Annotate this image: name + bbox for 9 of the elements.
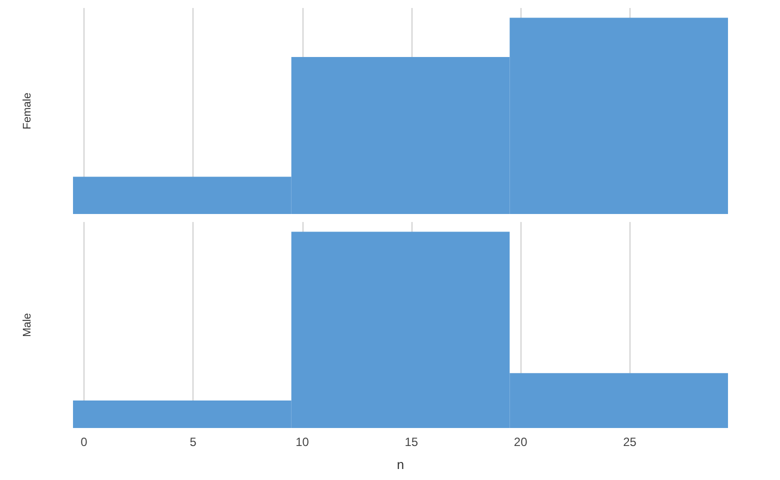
x-tick-label: 0: [80, 435, 88, 449]
x-tick-label: 20: [514, 435, 528, 449]
x-axis-title: n: [396, 457, 404, 472]
x-tick-label: 25: [623, 435, 637, 449]
x-tick-label: 10: [296, 435, 310, 449]
y-axis-title: Female: [22, 92, 34, 130]
y-axis-title: Male: [22, 313, 34, 337]
x-tick-label: 15: [404, 435, 418, 449]
x-tick-label: 5: [190, 435, 197, 449]
